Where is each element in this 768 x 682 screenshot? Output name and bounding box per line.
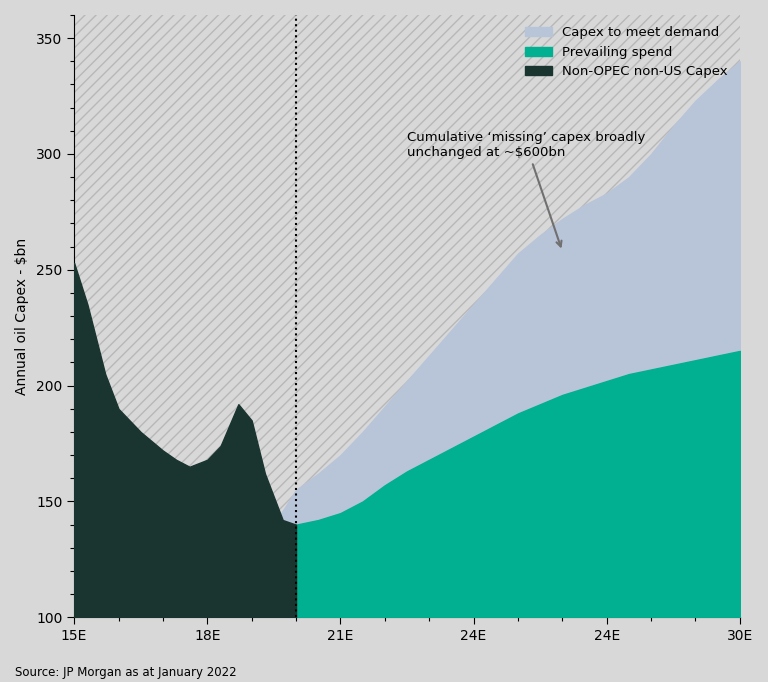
- Text: Source: JP Morgan as at January 2022: Source: JP Morgan as at January 2022: [15, 666, 237, 679]
- Y-axis label: Annual oil Capex - $bn: Annual oil Capex - $bn: [15, 237, 29, 395]
- Text: Cumulative ‘missing’ capex broadly
unchanged at ~$600bn: Cumulative ‘missing’ capex broadly uncha…: [407, 131, 645, 246]
- Legend: Capex to meet demand, Prevailing spend, Non-OPEC non-US Capex: Capex to meet demand, Prevailing spend, …: [520, 21, 733, 84]
